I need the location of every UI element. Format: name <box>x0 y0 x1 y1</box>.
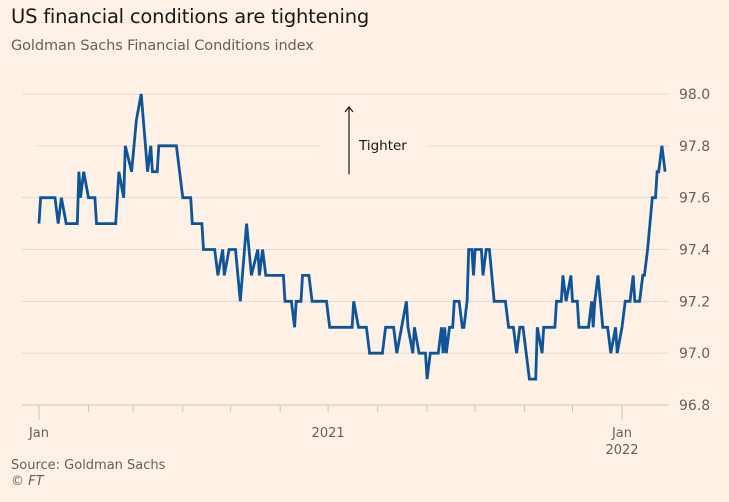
y-tick-label: 97.6 <box>679 191 710 207</box>
y-axis-labels: 98.0 97.8 97.6 97.4 97.2 97.0 96.8 <box>679 87 710 414</box>
copyright-note: © FT <box>11 474 44 489</box>
y-tick-label: 97.4 <box>679 243 710 259</box>
y-tick-label: 98.0 <box>679 87 710 103</box>
x-tick-label: 2022 <box>605 443 638 458</box>
copyright-symbol: © <box>11 474 24 489</box>
copyright-owner: FT <box>28 474 44 489</box>
y-tick-label: 97.8 <box>679 139 710 155</box>
x-tick-label: Jan <box>611 426 632 441</box>
series-layer <box>37 93 667 381</box>
annotation: Tighter <box>344 105 407 175</box>
y-tick-label: 97.2 <box>679 294 710 310</box>
x-tick-label: 2021 <box>312 426 345 441</box>
annotation-label: Tighter <box>358 138 407 154</box>
x-tick-label: Jan <box>28 426 49 441</box>
source-note: Source: Goldman Sachs <box>11 458 166 473</box>
y-tick-label: 97.0 <box>679 346 710 362</box>
chart-subtitle: Goldman Sachs Financial Conditions index <box>11 38 314 54</box>
x-axis: Jan 2021 Jan 2022 <box>28 405 639 458</box>
arrow-head <box>344 105 354 113</box>
chart-title: US financial conditions are tightening <box>11 5 370 28</box>
series-line <box>37 93 667 381</box>
y-tick-label: 96.8 <box>679 398 710 414</box>
gridlines <box>22 93 669 406</box>
